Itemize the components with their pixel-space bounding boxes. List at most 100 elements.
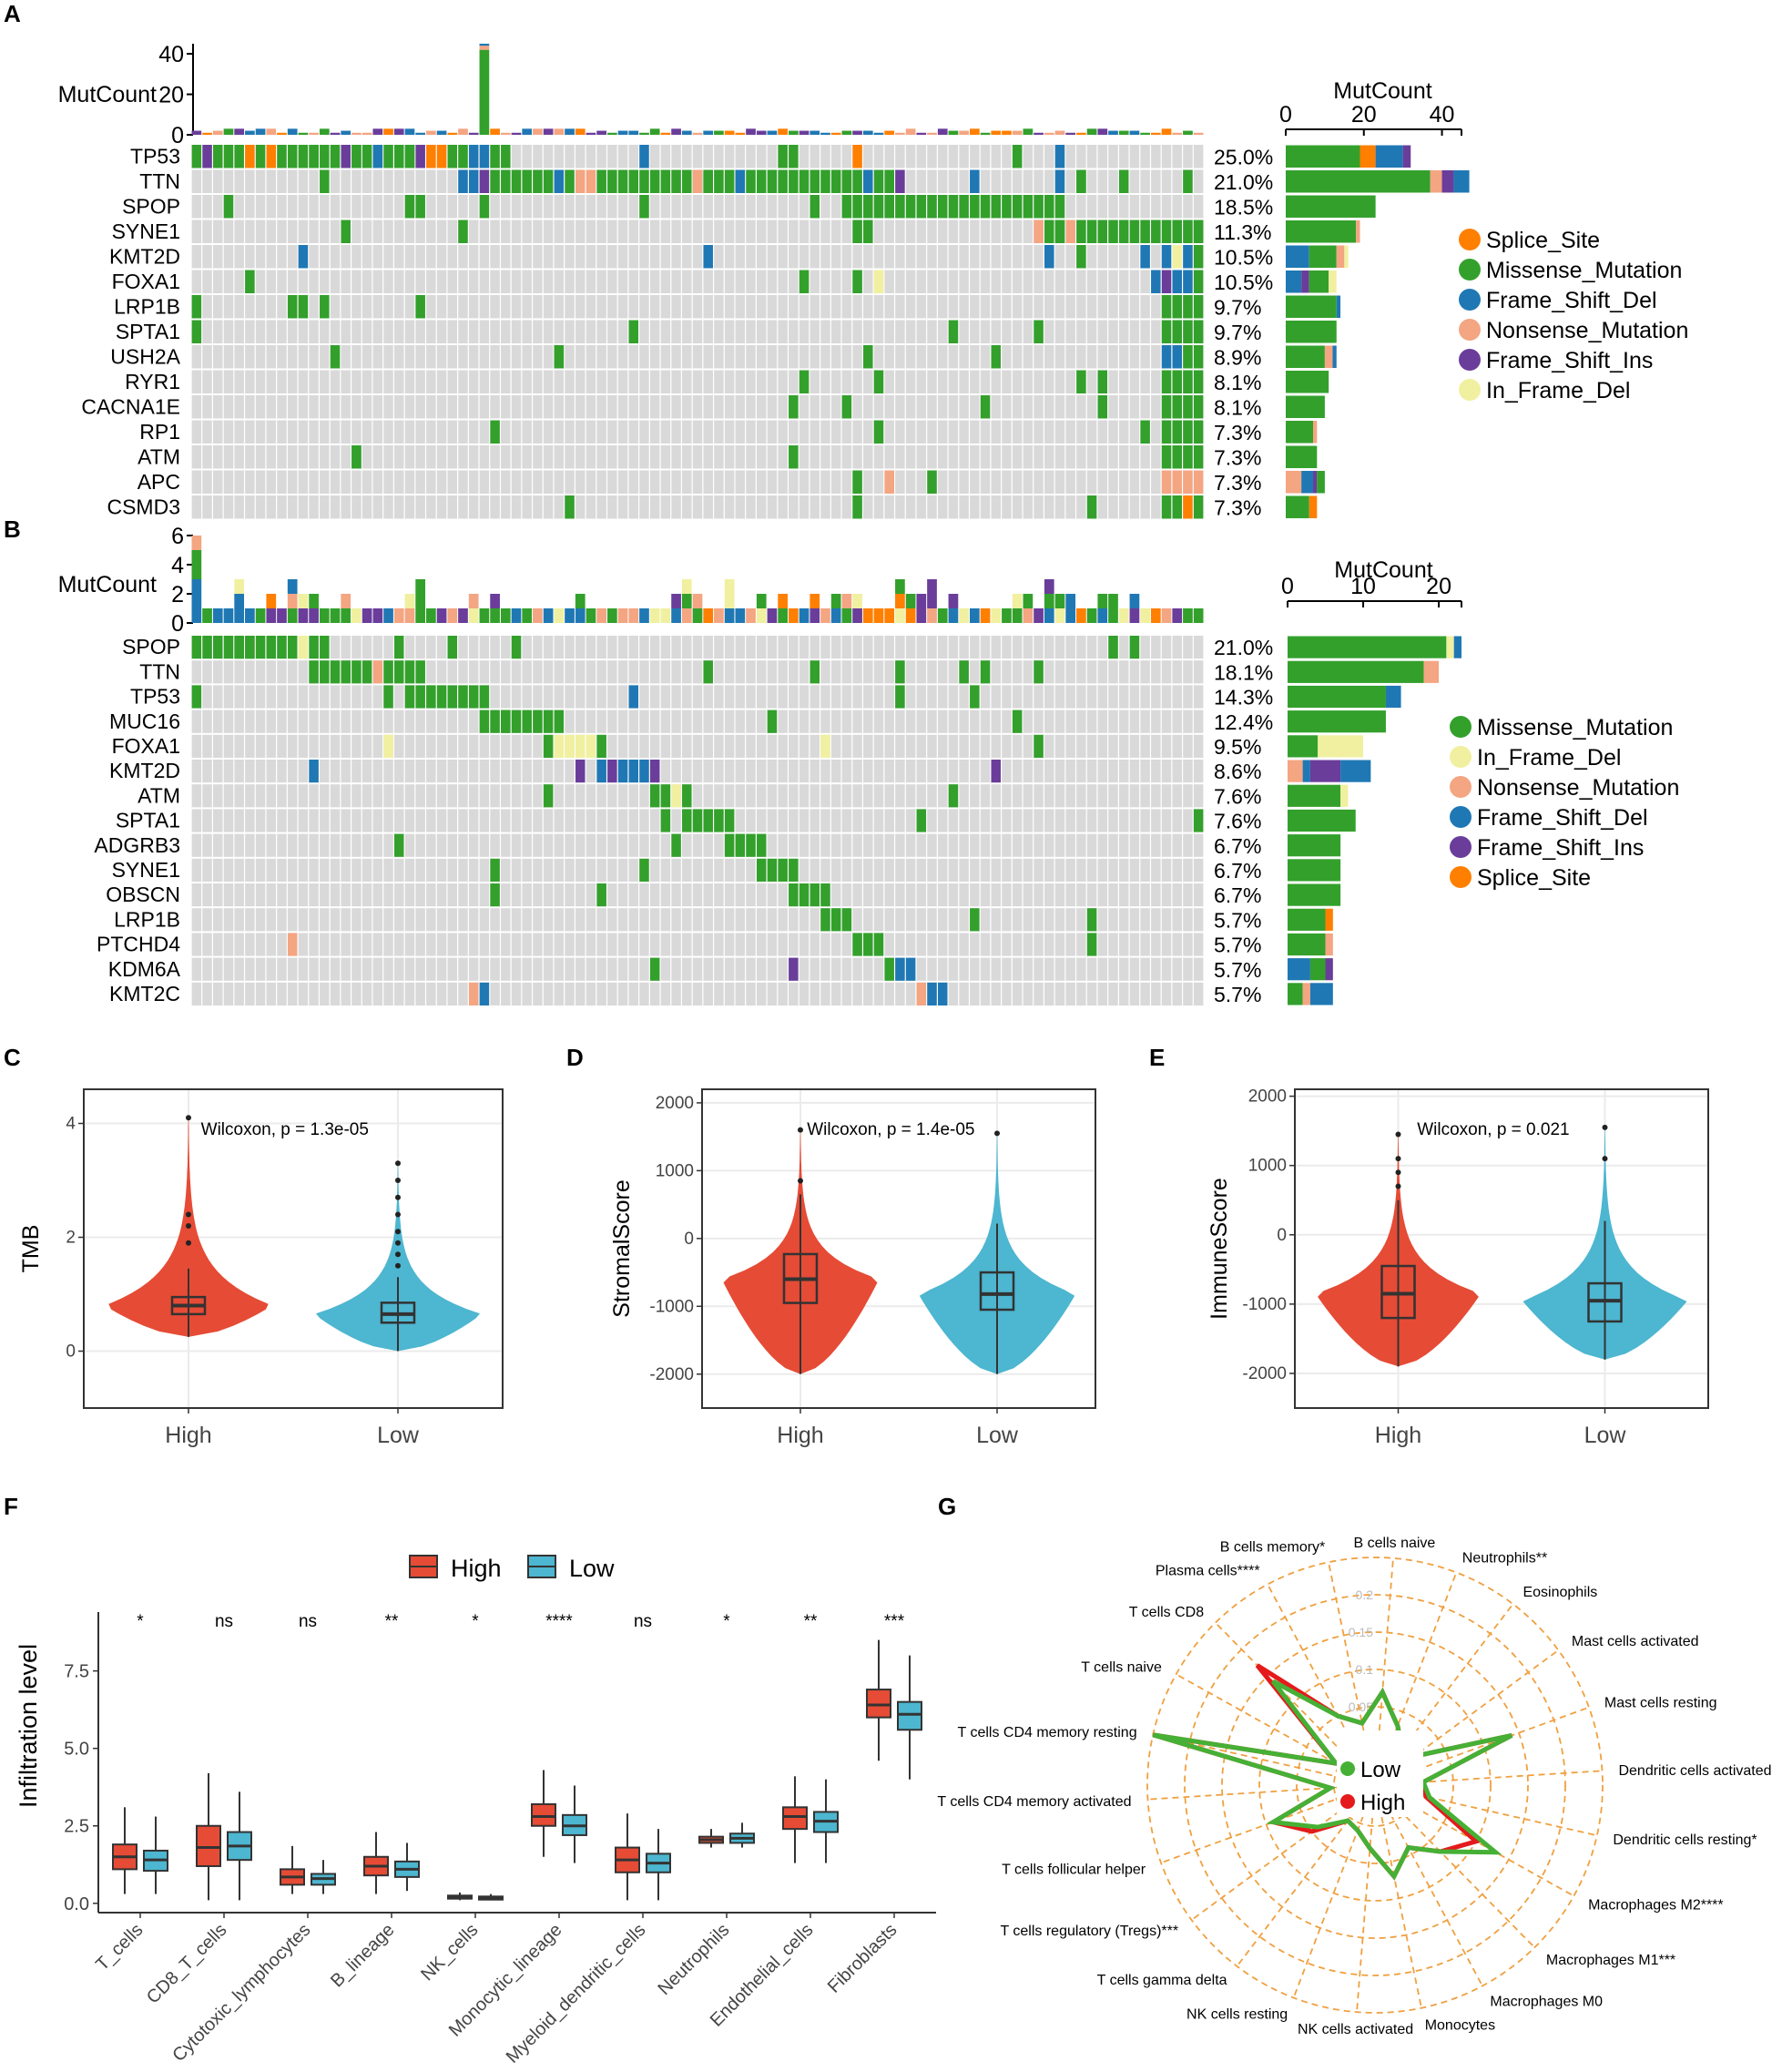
sample-count-bar bbox=[341, 594, 351, 608]
top-axis-title: MutCount bbox=[58, 572, 157, 597]
grid-cell bbox=[1076, 982, 1086, 1005]
grid-cell bbox=[991, 982, 1001, 1005]
grid-cell bbox=[905, 809, 916, 832]
grid-cell bbox=[767, 957, 778, 981]
grid-cell bbox=[1129, 709, 1140, 733]
grid-cell bbox=[863, 636, 873, 659]
grid-cell bbox=[746, 219, 756, 243]
grid-cell bbox=[1118, 908, 1129, 932]
grid-cell bbox=[341, 734, 351, 758]
grid-cell bbox=[1054, 982, 1065, 1005]
grid-cell bbox=[575, 295, 586, 319]
grid-cell bbox=[554, 495, 565, 519]
grid-cell bbox=[895, 470, 905, 494]
grid-cell bbox=[287, 858, 298, 882]
grid-cell bbox=[703, 370, 713, 393]
grid-cell bbox=[383, 245, 393, 269]
grid-cell bbox=[1183, 734, 1193, 758]
grid-cell bbox=[830, 883, 841, 907]
mutation-cell bbox=[479, 145, 490, 168]
grid-cell bbox=[383, 345, 393, 369]
grid-cell bbox=[575, 420, 586, 444]
mutation-cell bbox=[575, 760, 586, 783]
grid-cell bbox=[873, 784, 884, 808]
grid-cell bbox=[1151, 195, 1161, 219]
grid-cell bbox=[501, 685, 511, 709]
mutation-cell bbox=[649, 169, 660, 193]
gene-percent: 21.0% bbox=[1214, 170, 1273, 194]
radar-spoke bbox=[1292, 1784, 1376, 1998]
grid-cell bbox=[724, 660, 735, 684]
grid-cell bbox=[1086, 858, 1097, 882]
mutation-cell bbox=[1054, 145, 1065, 168]
grid-cell bbox=[692, 420, 703, 444]
grid-cell bbox=[1183, 982, 1193, 1005]
grid-cell bbox=[458, 245, 468, 269]
grid-cell bbox=[1065, 370, 1075, 393]
grid-cell bbox=[852, 982, 862, 1005]
grid-cell bbox=[980, 784, 991, 808]
grid-cell bbox=[767, 445, 778, 469]
mutation-cell bbox=[287, 933, 298, 956]
grid-cell bbox=[1151, 145, 1161, 168]
grid-cell bbox=[1054, 858, 1065, 882]
grid-cell bbox=[1054, 270, 1065, 293]
mutation-cell bbox=[789, 858, 799, 882]
grid-cell bbox=[554, 760, 565, 783]
grid-cell bbox=[948, 660, 959, 684]
grid-cell bbox=[287, 833, 298, 857]
grid-cell bbox=[767, 760, 778, 783]
grid-cell bbox=[959, 145, 969, 168]
grid-cell bbox=[1002, 145, 1012, 168]
grid-cell bbox=[980, 445, 991, 469]
grid-cell bbox=[202, 495, 212, 519]
grid-cell bbox=[479, 908, 490, 932]
grid-cell bbox=[383, 395, 393, 419]
mutation-cell bbox=[511, 169, 522, 193]
grid-cell bbox=[1023, 760, 1034, 783]
grid-cell bbox=[362, 195, 372, 219]
gene-label-ADGRB3: ADGRB3 bbox=[94, 833, 180, 857]
grid-cell bbox=[841, 933, 852, 956]
grid-cell bbox=[1012, 760, 1023, 783]
grid-cell bbox=[522, 957, 532, 981]
grid-cell bbox=[959, 933, 969, 956]
grid-cell bbox=[341, 370, 351, 393]
grid-cell bbox=[202, 784, 212, 808]
grid-cell bbox=[639, 685, 649, 709]
grid-cell bbox=[394, 420, 404, 444]
grid-cell bbox=[692, 219, 703, 243]
grid-cell bbox=[351, 883, 362, 907]
grid-cell bbox=[1023, 784, 1034, 808]
grid-cell bbox=[617, 933, 628, 956]
grid-cell bbox=[415, 858, 425, 882]
grid-cell bbox=[980, 219, 991, 243]
grid-cell bbox=[735, 320, 746, 343]
y-tick-label: 1000 bbox=[656, 1161, 694, 1180]
grid-cell bbox=[1108, 660, 1118, 684]
grid-cell bbox=[959, 858, 969, 882]
grid-cell bbox=[756, 784, 767, 808]
grid-cell bbox=[1044, 957, 1054, 981]
grid-cell bbox=[245, 734, 255, 758]
side-count-bar bbox=[1336, 295, 1341, 318]
grid-cell bbox=[404, 169, 415, 193]
grid-cell bbox=[671, 195, 681, 219]
grid-cell bbox=[884, 245, 894, 269]
grid-cell bbox=[266, 760, 277, 783]
grid-cell bbox=[799, 145, 810, 168]
grid-cell bbox=[490, 295, 500, 319]
mutation-cell bbox=[767, 709, 778, 733]
grid-cell bbox=[714, 270, 724, 293]
grid-cell bbox=[991, 169, 1001, 193]
grid-cell bbox=[543, 809, 554, 832]
grid-cell bbox=[543, 908, 554, 932]
grid-cell bbox=[830, 219, 841, 243]
gene-percent: 18.5% bbox=[1214, 196, 1273, 219]
grid-cell bbox=[202, 982, 212, 1005]
gene-label-KMT2D: KMT2D bbox=[109, 759, 180, 782]
grid-cell bbox=[1118, 270, 1129, 293]
grid-cell bbox=[447, 809, 458, 832]
mutation-cell bbox=[309, 145, 319, 168]
grid-cell bbox=[351, 908, 362, 932]
